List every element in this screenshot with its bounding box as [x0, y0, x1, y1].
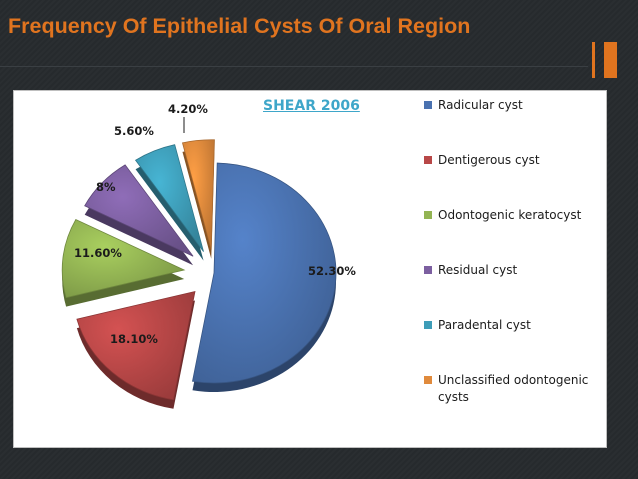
legend-item: Odontogenic keratocyst [424, 207, 603, 224]
legend-item: Residual cyst [424, 262, 603, 279]
legend-item: Unclassified odontogenic cysts [424, 372, 603, 406]
pie-chart: 52.30% 18.10% 11.60% 8% 5.60% 4.20% [61, 102, 356, 409]
pie-slice-dentigerous-cyst [76, 290, 196, 401]
legend-swatch [424, 376, 432, 384]
slide-title: Frequency Of Epithelial Cysts Of Oral Re… [8, 14, 471, 38]
legend-swatch [424, 266, 432, 274]
legend-label: Odontogenic keratocyst [438, 208, 582, 222]
pie-slice-radicular-cyst [192, 162, 337, 384]
legend-label: Dentigerous cyst [438, 153, 540, 167]
legend-item: Paradental cyst [424, 317, 603, 334]
legend-label: Radicular cyst [438, 98, 523, 112]
title-underline [0, 66, 588, 67]
chart-panel: 52.30% 18.10% 11.60% 8% 5.60% 4.20% SHEAR 200… [13, 90, 607, 448]
pie-slice-unclassified-odontogenic-cysts [181, 139, 215, 250]
legend-swatch [424, 101, 432, 109]
pie-data-label: 4.20% [168, 102, 208, 116]
legend-item: Dentigerous cyst [424, 152, 603, 169]
legend-swatch [424, 321, 432, 329]
pie-data-label: 52.30% [308, 264, 356, 278]
legend-label: Unclassified odontogenic cysts [438, 373, 589, 404]
pie-data-label: 8% [96, 180, 116, 194]
legend-swatch [424, 211, 432, 219]
pie-slice-odontogenic-keratocyst [61, 219, 186, 299]
legend-label: Paradental cyst [438, 318, 531, 332]
pie-data-label: 18.10% [110, 332, 158, 346]
chart-source-label: SHEAR 2006 [263, 98, 360, 114]
decorative-bar-thick [604, 42, 617, 78]
legend-swatch [424, 156, 432, 164]
decorative-bar-thin [592, 42, 595, 78]
legend-label: Residual cyst [438, 263, 518, 277]
legend-item: Radicular cyst [424, 97, 603, 114]
pie-data-label: 5.60% [114, 124, 154, 138]
pie-data-label: 11.60% [74, 246, 122, 260]
pie-slice-residual-cyst [84, 164, 194, 257]
pie-slice-paradental-cyst [134, 144, 204, 252]
